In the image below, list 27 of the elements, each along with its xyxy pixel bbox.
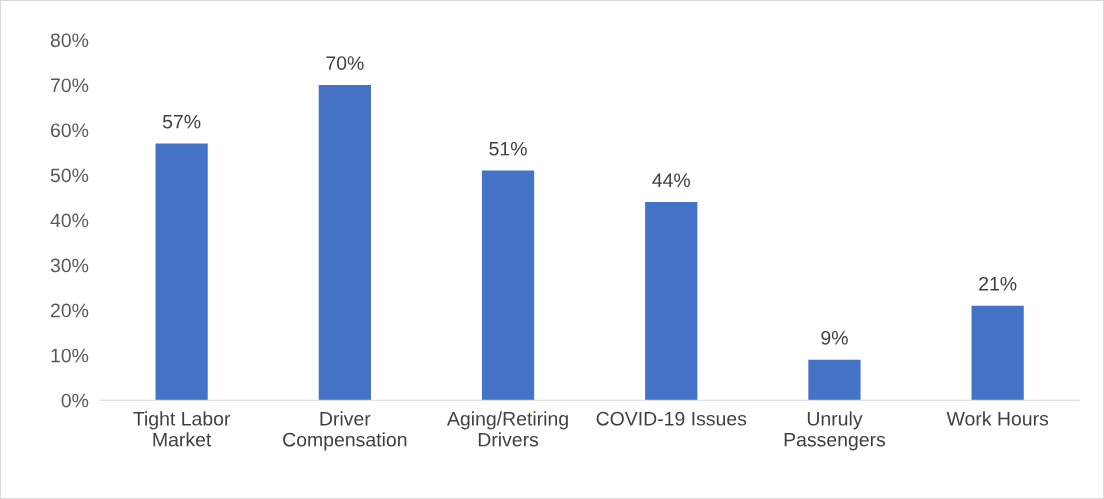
y-tick-label: 60% — [50, 123, 89, 138]
y-tick-label: 70% — [50, 78, 89, 93]
bar — [645, 202, 698, 401]
y-tick-label: 10% — [51, 348, 89, 363]
bar — [481, 170, 535, 401]
y-tick-label: 40% — [50, 213, 89, 228]
x-tick-label: Aging/Retiring Drivers — [447, 411, 568, 447]
data-label: 51% — [489, 141, 527, 156]
x-tick-label: Driver Compensation — [283, 411, 407, 451]
bar — [318, 84, 371, 401]
y-tick-label: 20% — [50, 303, 89, 318]
data-label: 21% — [979, 276, 1017, 291]
bar — [155, 143, 208, 401]
x-tick-label: Unruly Passengers — [784, 411, 886, 451]
data-label: 9% — [821, 330, 848, 345]
data-label: 57% — [162, 114, 201, 129]
data-label: 70% — [326, 56, 364, 70]
x-tick-label: Tight Labor Market — [133, 411, 231, 447]
y-tick-label: 30% — [50, 258, 89, 273]
y-tick-label: 0% — [61, 393, 89, 408]
bar — [808, 359, 861, 401]
data-label: 44% — [652, 173, 691, 188]
bar — [971, 305, 1024, 401]
y-tick-label: 80% — [50, 33, 89, 48]
x-tick-label: Work Hours — [946, 411, 1049, 426]
x-tick-label: COVID-19 Issues — [596, 411, 747, 426]
y-tick-label: 50% — [50, 168, 89, 183]
